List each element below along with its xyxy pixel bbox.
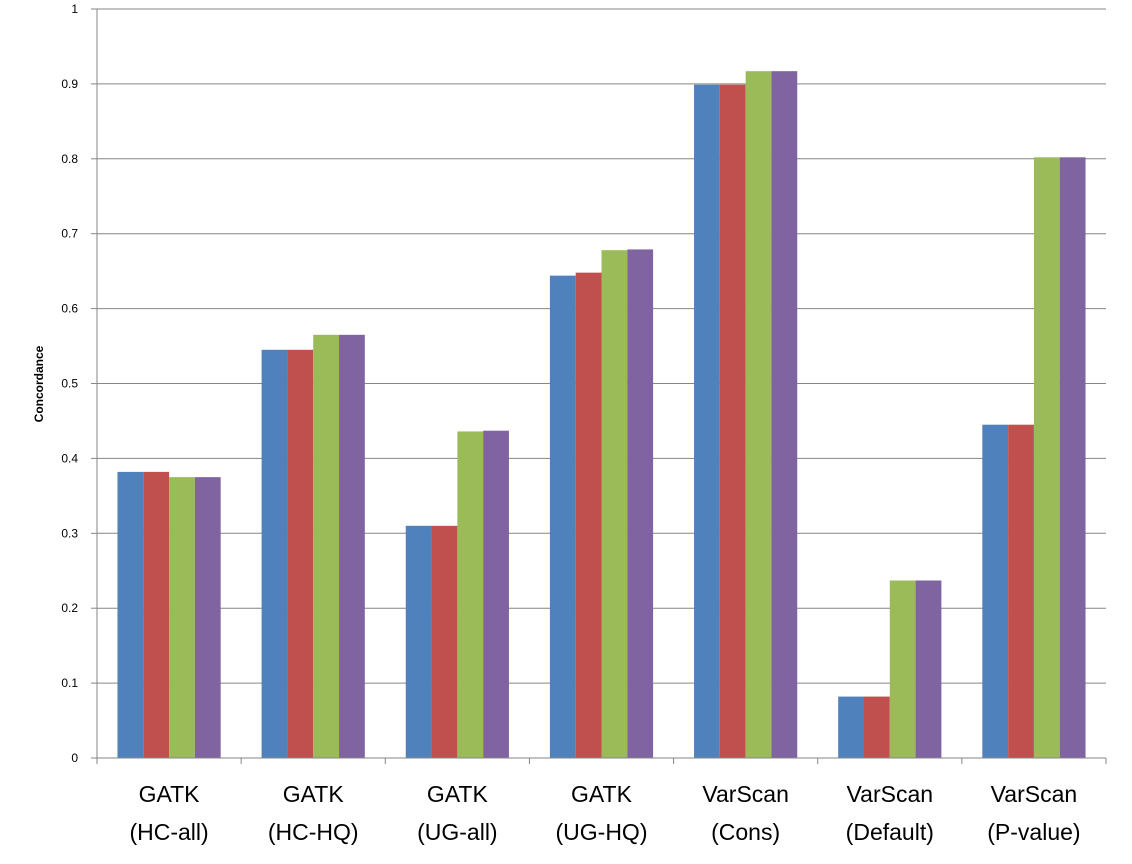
x-tick-label: VarScan [991, 781, 1078, 807]
y-tick-label: 0.3 [61, 526, 78, 540]
bar [431, 525, 458, 758]
bar [1059, 157, 1086, 758]
bar [863, 696, 890, 758]
y-tick-labels: 0 0.1 0.2 0.3 0.4 0.5 0.6 0.7 0.8 0.9 1 [61, 2, 78, 765]
bar [143, 471, 170, 758]
bar [483, 430, 509, 758]
x-tick-label: (UG-HQ) [556, 819, 648, 845]
bar [719, 84, 746, 759]
y-tick-label: 0.8 [61, 152, 78, 166]
bar [771, 71, 798, 759]
bar [339, 334, 365, 758]
bar [457, 431, 484, 758]
bar [601, 250, 628, 759]
bar [287, 349, 314, 758]
x-tick-label: VarScan [847, 781, 934, 807]
bar [1033, 157, 1060, 758]
bar [405, 525, 432, 758]
x-tick-label: GATK [571, 781, 633, 807]
bar [694, 84, 720, 759]
bar [549, 275, 576, 758]
bars [117, 71, 1086, 759]
y-tick-label: 0.4 [61, 451, 78, 465]
bar [261, 349, 288, 758]
bar [169, 477, 195, 758]
x-tick-label: (P-value) [987, 819, 1080, 845]
bar [838, 696, 864, 758]
bar [627, 249, 654, 758]
y-tick-label: 0 [71, 751, 78, 765]
bar [889, 580, 916, 758]
x-tick-label: VarScan [702, 781, 789, 807]
bar [575, 272, 602, 758]
x-tick-label: (Default) [846, 819, 934, 845]
y-tick-label: 0.2 [61, 601, 78, 615]
y-tick-label: 0.9 [61, 77, 78, 91]
bar [982, 424, 1009, 758]
y-tick-label: 0.1 [61, 676, 78, 690]
x-tick-label: GATK [139, 781, 201, 807]
bar [1008, 424, 1034, 758]
bar [117, 471, 144, 758]
y-tick-label: 1 [71, 2, 78, 16]
y-tick-label: 0.7 [61, 227, 78, 241]
y-tick-label: 0.5 [61, 377, 78, 391]
y-tick-label: 0.6 [61, 302, 78, 316]
axes [91, 8, 1107, 764]
bar [915, 580, 942, 758]
x-tick-label: (HC-HQ) [268, 819, 359, 845]
x-tick-labels: GATK (HC-all) GATK (HC-HQ) GATK (UG-all) GATK (… [129, 781, 1080, 845]
bar [745, 71, 772, 759]
x-tick-label: (UG-all) [417, 819, 498, 845]
bar [194, 477, 221, 758]
y-axis-label: Concordance [32, 345, 46, 422]
x-tick-label: (Cons) [711, 819, 780, 845]
x-tick-label: GATK [427, 781, 489, 807]
x-tick-label: (HC-all) [129, 819, 208, 845]
x-tick-label: GATK [283, 781, 345, 807]
bar [313, 334, 340, 758]
